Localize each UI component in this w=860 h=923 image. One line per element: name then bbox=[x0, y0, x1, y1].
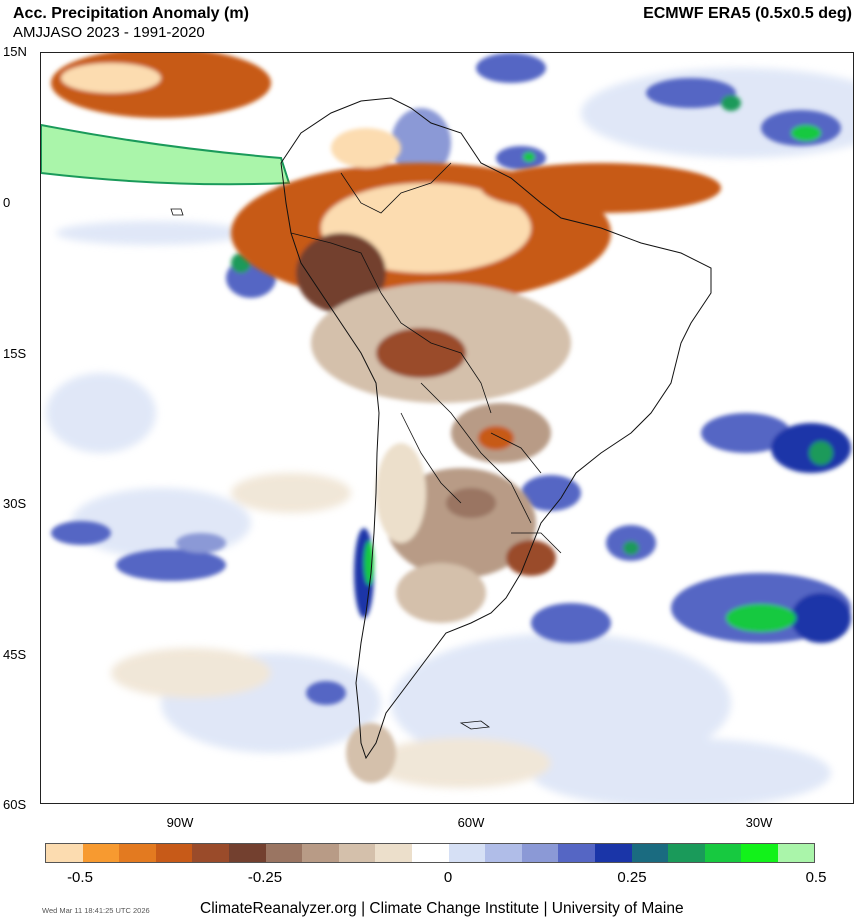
colorbar-swatch bbox=[741, 844, 778, 862]
render-timestamp: Wed Mar 11 18:41:25 UTC 2026 bbox=[42, 906, 150, 915]
credit-line: ClimateReanalyzer.org | Climate Change I… bbox=[200, 900, 684, 917]
colorbar-swatch bbox=[777, 844, 815, 862]
colorbar-swatch bbox=[155, 844, 193, 862]
lat-label-15s: 15S bbox=[3, 346, 27, 361]
south-america-coastline bbox=[280, 97, 712, 760]
data-source-label: ECMWF ERA5 (0.5x0.5 deg) bbox=[643, 5, 852, 22]
colorbar-swatch bbox=[192, 844, 229, 862]
lon-label-30w: 30W bbox=[745, 815, 773, 830]
lon-label-60w: 60W bbox=[457, 815, 485, 830]
colorbar-swatch bbox=[302, 844, 339, 862]
colorbar-swatch bbox=[704, 844, 742, 862]
colorbar-swatch bbox=[631, 844, 669, 862]
colorbar-swatch bbox=[119, 844, 156, 862]
colorbar-tick-label: 0.25 bbox=[617, 869, 647, 886]
colorbar-swatch bbox=[448, 844, 486, 862]
anomaly-map bbox=[40, 52, 854, 804]
falkland-islands bbox=[459, 720, 491, 730]
lat-label-0: 0 bbox=[3, 195, 11, 210]
colorbar-swatch bbox=[411, 844, 449, 862]
colorbar-swatch bbox=[521, 844, 559, 862]
map-title: Acc. Precipitation Anomaly (m) bbox=[13, 5, 249, 22]
wet-band-eastern-pacific bbox=[41, 123, 291, 186]
colorbar-swatch bbox=[375, 844, 412, 862]
lat-label-15n: 15N bbox=[3, 44, 27, 59]
map-canvas bbox=[41, 53, 853, 803]
colorbar-tick-label: 0 bbox=[443, 869, 453, 886]
colorbar-swatch bbox=[668, 844, 705, 862]
colorbar-tick-label: -0.5 bbox=[67, 869, 93, 886]
map-subtitle: AMJJASO 2023 - 1991-2020 bbox=[13, 24, 205, 41]
colorbar-swatch bbox=[558, 844, 595, 862]
colorbar-tick-label: 0.5 bbox=[805, 869, 827, 886]
colorbar-swatch bbox=[228, 844, 266, 862]
lat-label-45s: 45S bbox=[3, 647, 27, 662]
colorbar-swatch bbox=[594, 844, 632, 862]
colorbar-swatch bbox=[485, 844, 522, 862]
galapagos-islands bbox=[170, 208, 184, 216]
colorbar-tick-label: -0.25 bbox=[247, 869, 283, 886]
colorbar-swatch bbox=[338, 844, 376, 862]
colorbar bbox=[45, 843, 816, 863]
colorbar-swatch bbox=[265, 844, 303, 862]
lat-label-30s: 30S bbox=[3, 496, 27, 511]
lon-label-90w: 90W bbox=[166, 815, 194, 830]
country-borders bbox=[290, 162, 562, 554]
colorbar-swatch bbox=[46, 844, 83, 862]
dry-anomaly-layer bbox=[51, 53, 721, 783]
colorbar-swatch bbox=[82, 844, 120, 862]
lat-label-60s: 60S bbox=[3, 797, 27, 812]
